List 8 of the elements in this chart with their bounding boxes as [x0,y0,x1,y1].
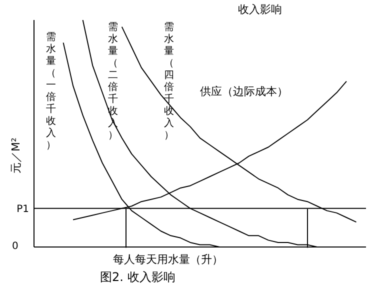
x-axis-title: 每人每天用水量（升） [113,252,223,267]
chart-title: 收入影响 [238,2,282,17]
y-axis-title: 元／M² [8,138,24,174]
ref-line-label: P1 [16,204,29,215]
caption: 图2. 收入影响 [100,269,176,286]
text: 供应（边际成本） [200,84,288,99]
text: 需水量（一倍千收入） [46,32,56,151]
text: 0 [12,241,18,252]
